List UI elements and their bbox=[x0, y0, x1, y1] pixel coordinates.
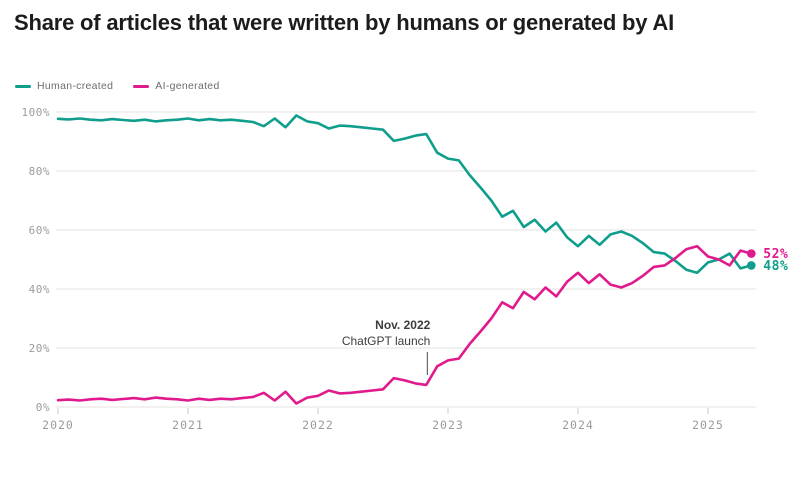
y-tick-label: 60% bbox=[29, 224, 50, 237]
x-tick-label: 2025 bbox=[692, 418, 724, 432]
line-human-created bbox=[56, 114, 753, 275]
x-tick-label: 2020 bbox=[42, 418, 74, 432]
x-tick-label: 2022 bbox=[302, 418, 334, 432]
chart-title: Share of articles that were written by h… bbox=[14, 10, 675, 35]
legend-label-human-created: Human-created bbox=[37, 80, 114, 92]
y-tick-label: 100% bbox=[22, 106, 51, 119]
x-tick-label: 2024 bbox=[562, 418, 594, 432]
y-tick-label: 0% bbox=[36, 401, 50, 414]
end-label-ai-generated: 52% bbox=[763, 247, 788, 262]
annotation-event: ChatGPT launch bbox=[342, 334, 431, 348]
annotation-date: Nov. 2022 bbox=[375, 318, 430, 332]
x-tick-label: 2021 bbox=[172, 418, 204, 432]
chart-legend: Human-created AI-generated bbox=[15, 80, 220, 92]
line-ai-generated bbox=[56, 244, 753, 405]
y-tick-label: 40% bbox=[29, 283, 50, 296]
legend-item-human-created: Human-created bbox=[15, 80, 113, 92]
end-label-human-created: 48% bbox=[763, 259, 788, 274]
legend-swatch-ai-generated bbox=[133, 84, 150, 88]
end-dot-ai-generated bbox=[747, 249, 756, 258]
end-dot-human-created bbox=[747, 261, 756, 270]
y-tick-label: 80% bbox=[29, 165, 50, 178]
legend-item-ai-generated: AI-generated bbox=[133, 80, 219, 92]
legend-swatch-human-created bbox=[15, 84, 31, 88]
x-tick-label: 2023 bbox=[432, 418, 464, 432]
y-tick-label: 20% bbox=[29, 342, 50, 355]
legend-label-ai-generated: AI-generated bbox=[155, 80, 220, 92]
